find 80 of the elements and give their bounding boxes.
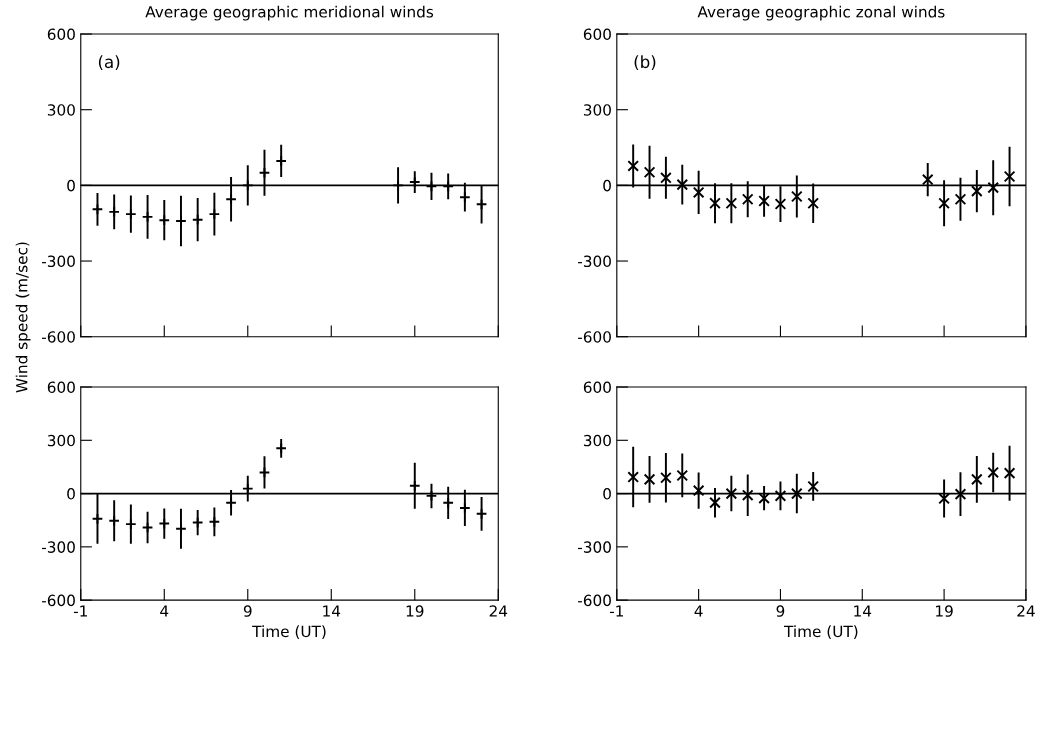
- point: [971, 473, 983, 486]
- point: [774, 198, 787, 210]
- annotation: (a): [98, 55, 120, 71]
- point: [938, 197, 950, 210]
- x-axis-title: Time (UT): [783, 625, 858, 639]
- x-tick-label: 14: [323, 605, 341, 617]
- point: [91, 203, 104, 216]
- point: [709, 496, 721, 509]
- y-tick-label: 0: [603, 179, 611, 192]
- x-tick-label: 14: [854, 605, 872, 617]
- point: [660, 171, 672, 184]
- y-tick-label: 600: [583, 381, 611, 394]
- point: [643, 473, 656, 486]
- point: [141, 521, 154, 534]
- point: [676, 469, 689, 482]
- y-tick-label: -600: [41, 331, 75, 343]
- y-axis-title: Wind speed (m/sec): [15, 242, 31, 393]
- chart-title: Average geographic meridional winds: [145, 5, 434, 21]
- point: [971, 185, 983, 197]
- y-tick-label: 300: [47, 434, 75, 447]
- y-tick-label: 600: [47, 28, 75, 41]
- y-tick-label: -300: [578, 255, 611, 268]
- x-tick-label: -1: [609, 605, 624, 617]
- y-tick-label: -600: [578, 331, 611, 343]
- point: [1003, 170, 1016, 183]
- point: [790, 190, 803, 203]
- point: [709, 197, 721, 210]
- point: [627, 160, 640, 172]
- x-tick-label: 4: [160, 605, 169, 617]
- y-tick-label: 0: [603, 488, 611, 500]
- point: [741, 489, 754, 502]
- x-tick-label: 24: [1017, 605, 1035, 617]
- point: [676, 178, 689, 191]
- point: [643, 166, 656, 179]
- point: [954, 488, 967, 500]
- x-tick-label: 9: [243, 605, 252, 617]
- point: [790, 487, 803, 500]
- point: [158, 517, 171, 530]
- y-tick-label: 300: [47, 104, 75, 116]
- point: [758, 195, 770, 207]
- x-tick-label: 24: [489, 605, 508, 617]
- point: [774, 490, 787, 502]
- x-tick-label: 4: [694, 605, 703, 617]
- point: [475, 198, 488, 211]
- point: [1003, 467, 1016, 479]
- y-tick-label: 600: [583, 28, 611, 41]
- point: [692, 186, 705, 199]
- y-tick-label: -300: [578, 541, 611, 553]
- point: [725, 197, 738, 210]
- x-axis-title: Time (UT): [252, 625, 326, 639]
- point: [807, 480, 820, 493]
- point: [258, 466, 271, 479]
- x-tick-label: 9: [776, 605, 785, 617]
- y-tick-label: -600: [41, 594, 75, 607]
- chart-title: Average geographic zonal winds: [697, 5, 945, 21]
- point: [627, 471, 640, 483]
- point: [725, 487, 738, 500]
- point: [987, 181, 1000, 194]
- y-tick-label: -300: [41, 541, 75, 553]
- x-tick-label: 19: [936, 605, 953, 617]
- point: [758, 492, 770, 505]
- point: [987, 466, 1000, 479]
- point: [660, 471, 672, 484]
- point: [807, 197, 820, 210]
- point: [191, 516, 204, 529]
- y-tick-label: -300: [41, 255, 75, 268]
- point: [692, 484, 705, 497]
- y-tick-label: -600: [578, 594, 611, 607]
- y-tick-label: 0: [67, 179, 75, 192]
- y-tick-label: 0: [67, 488, 75, 500]
- y-tick-label: 300: [583, 434, 611, 447]
- x-tick-label: -1: [73, 605, 87, 617]
- point: [191, 213, 204, 226]
- point: [954, 193, 967, 206]
- point: [741, 193, 754, 206]
- point: [921, 173, 934, 186]
- y-tick-label: 300: [583, 104, 611, 116]
- annotation: (b): [634, 55, 656, 71]
- x-tick-label: 19: [406, 605, 424, 617]
- y-tick-label: 600: [47, 381, 75, 394]
